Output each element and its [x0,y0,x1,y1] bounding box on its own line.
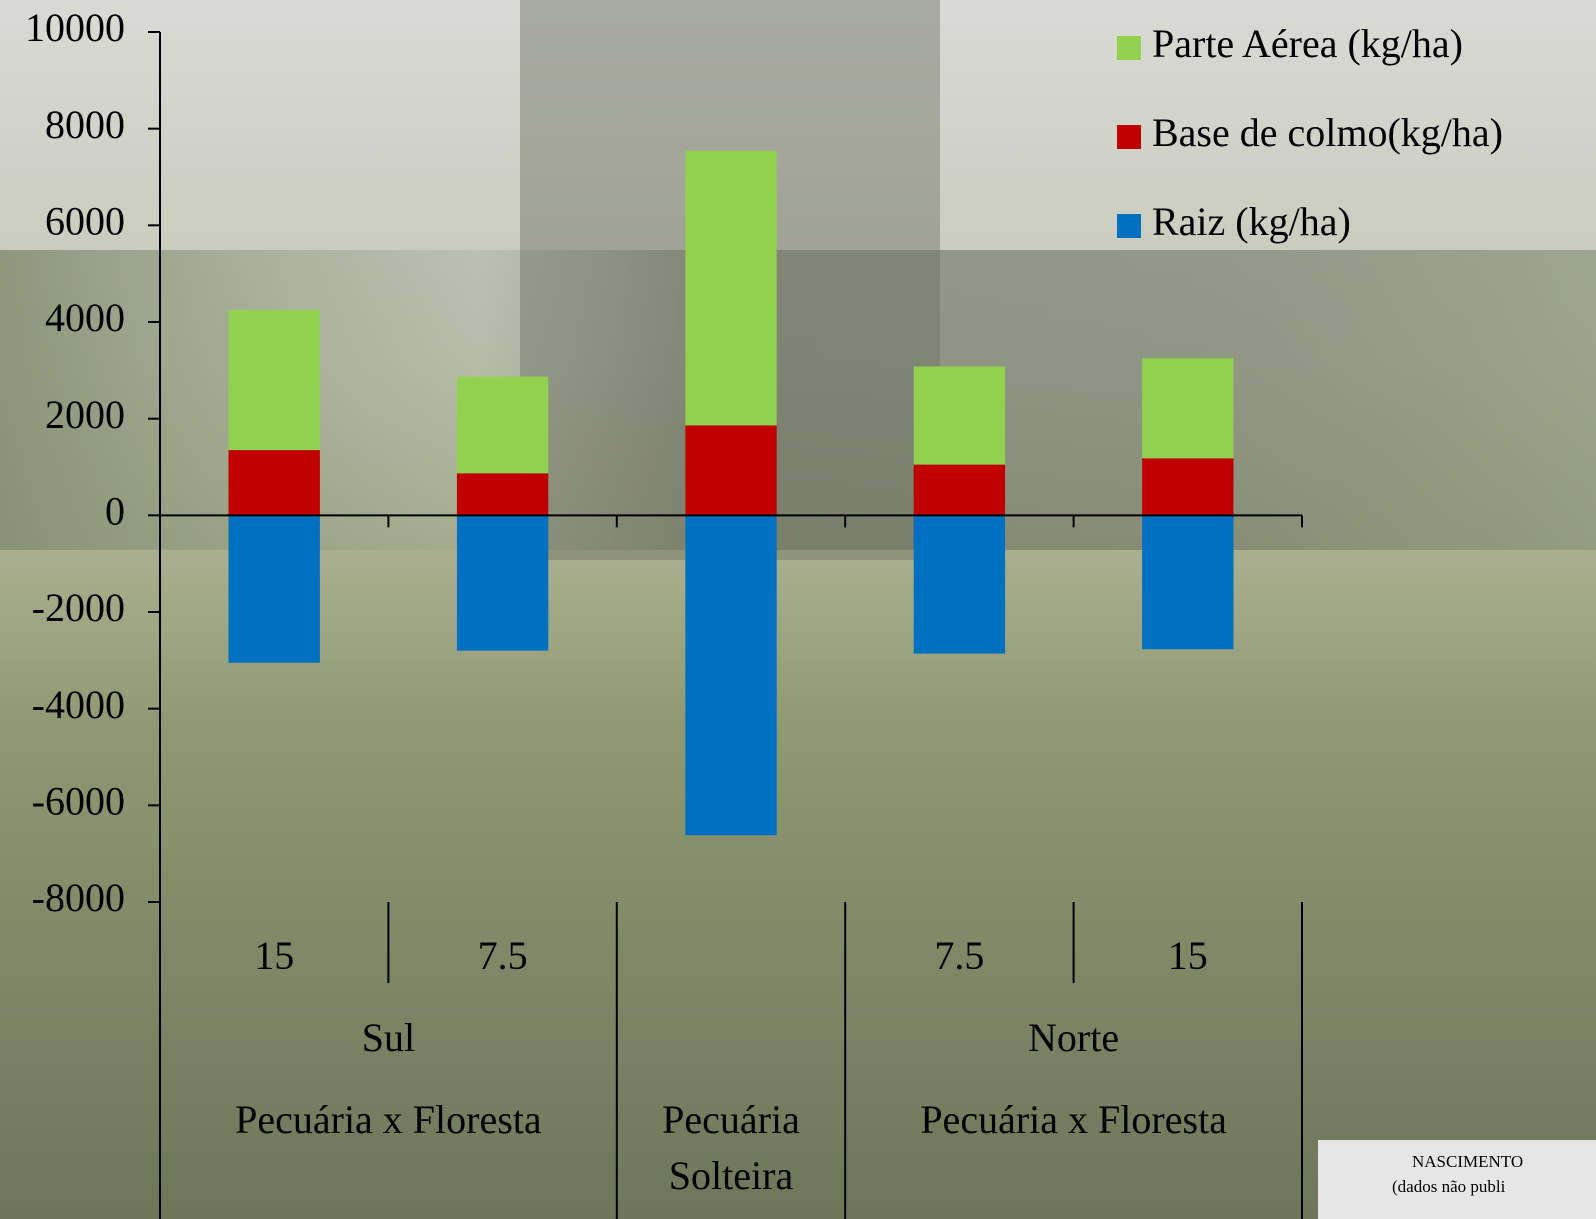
bar-segment [913,515,1006,654]
x-tick-label: 7.5 [478,933,528,978]
bar-segment [228,450,320,516]
bar-segment [685,515,777,836]
group-label: Pecuária x Floresta [235,1097,542,1142]
legend-swatch [1117,125,1141,149]
legend-label: Parte Aérea (kg/ha) [1152,21,1463,66]
bar-segment [456,473,549,516]
legend-swatch [1117,36,1141,60]
note: NASCIMENTO [1412,1152,1523,1171]
group-label: Norte [1028,1015,1119,1060]
group-label: Pecuária x Floresta [920,1097,1227,1142]
x-tick-label: 7.5 [934,933,984,978]
y-tick-label: -4000 [32,682,125,727]
bar-segment [228,515,320,663]
group-label: Sul [362,1015,415,1060]
y-tick-label: 2000 [45,392,125,437]
bar-segment [1142,515,1234,650]
legend-label: Raiz (kg/ha) [1152,199,1351,244]
bar-segment [456,515,549,651]
bar-segment [913,366,1006,465]
y-tick-label: 8000 [45,102,125,147]
group-label: Pecuária [662,1097,800,1142]
x-tick-label: 15 [254,933,294,978]
legend-swatch [1117,214,1141,238]
y-tick-label: -6000 [32,779,125,824]
bar-segment [913,464,1006,516]
bar-segment [685,425,777,516]
y-tick-label: 0 [105,489,125,534]
bar-segment [228,309,320,451]
bar-segment [685,150,777,426]
group-label: Solteira [669,1153,794,1198]
x-tick-label: 15 [1168,933,1208,978]
note-box [1318,1140,1596,1219]
bar-segment [456,376,549,474]
legend-label: Base de colmo(kg/ha) [1152,110,1503,155]
y-tick-label: 4000 [45,295,125,340]
y-tick-label: 6000 [45,199,125,244]
bar-segment [1142,358,1234,459]
bar-segment [1142,458,1234,516]
y-tick-label: 10000 [25,5,125,50]
y-tick-label: -8000 [32,875,125,920]
y-tick-label: -2000 [32,585,125,630]
note: (dados não publi [1392,1177,1506,1196]
